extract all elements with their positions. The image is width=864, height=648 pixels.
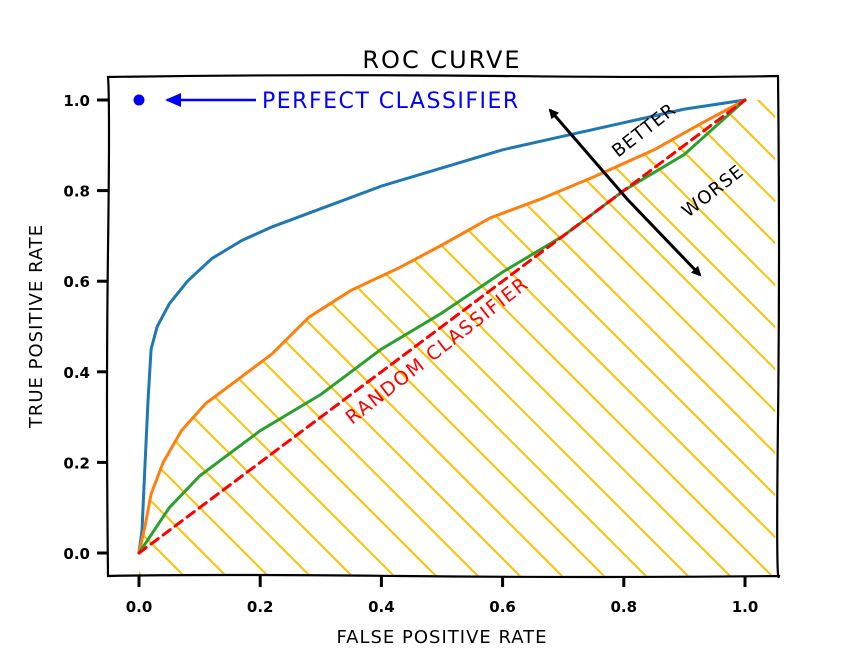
x-axis-label: FALSE POSITIVE RATE [336, 627, 547, 648]
x-tick-label: 0.0 [126, 598, 153, 616]
y-tick-label: 0.4 [63, 364, 90, 382]
hatch-line [139, 100, 439, 576]
worse-label: WORSE [678, 161, 748, 222]
hatch-line [633, 100, 776, 576]
perfect-classifier-label: PERFECT CLASSIFIER [262, 89, 520, 114]
hatch-line [717, 100, 776, 576]
hatch-line [549, 100, 776, 576]
hatch-line [139, 100, 145, 576]
hatch-line [139, 100, 355, 576]
hatch-line [759, 100, 776, 576]
hatch-line [675, 100, 776, 576]
y-axis: 0.0 0.2 0.4 0.6 0.8 1.0 [63, 92, 108, 563]
worse-arrow [626, 198, 702, 277]
hatch-line [255, 100, 776, 576]
hatch-line [139, 100, 313, 576]
hatch-line [213, 100, 775, 576]
y-axis-label: TRUE POSITIVE RATE [26, 224, 47, 429]
plot-frame [105, 74, 781, 579]
x-tick-label: 1.0 [732, 598, 759, 616]
hatch-line [139, 100, 691, 576]
hatch-line [139, 100, 649, 576]
hatch-line [139, 100, 397, 576]
hatch-line [0, 60, 102, 620]
perfect-classifier-point [133, 94, 145, 106]
series-line-3 [137, 98, 747, 555]
x-tick-label: 0.2 [247, 598, 274, 616]
x-tick-label: 0.8 [611, 598, 638, 616]
chart-title: ROC CURVE [362, 46, 521, 74]
y-tick-label: 0.0 [63, 545, 90, 563]
series-line-0 [137, 98, 747, 555]
hatch-line [339, 100, 776, 576]
x-axis: 0.0 0.2 0.4 0.6 0.8 1.0 [126, 576, 759, 616]
series-group [137, 98, 747, 555]
better-arrow [548, 108, 630, 201]
x-tick-label: 0.4 [368, 598, 395, 616]
y-tick-label: 0.2 [63, 454, 90, 472]
y-tick-label: 1.0 [63, 92, 90, 110]
y-tick-label: 0.6 [63, 273, 90, 291]
x-tick-label: 0.6 [489, 598, 516, 616]
hatch-line [802, 60, 864, 620]
hatch-line [844, 60, 864, 620]
better-label: BETTER [608, 99, 680, 162]
hatch-line [139, 100, 481, 576]
y-tick-label: 0.8 [63, 183, 90, 201]
